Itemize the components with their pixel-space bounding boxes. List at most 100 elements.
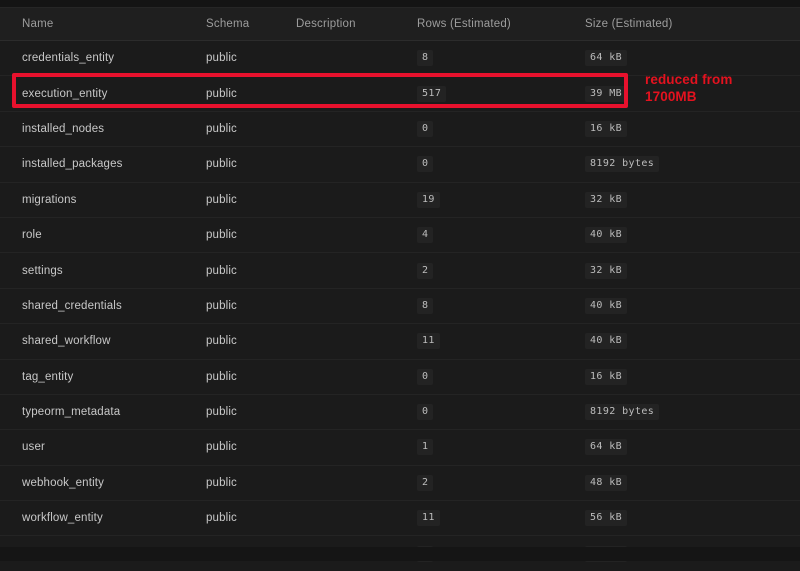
tables-panel: Name Schema Description Rows (Estimated)… bbox=[0, 7, 800, 571]
column-header-size[interactable]: Size (Estimated) bbox=[585, 18, 673, 30]
annotation-text: reduced from 1700MB bbox=[645, 72, 733, 104]
cell-size-badge: 16 kB bbox=[585, 120, 628, 137]
cell-schema: public bbox=[206, 512, 237, 525]
cell-rows-badge: 4 bbox=[417, 227, 434, 244]
cell-schema: public bbox=[206, 299, 237, 312]
cell-rows: 0 bbox=[417, 360, 434, 394]
cell-table-name: tag_entity bbox=[22, 370, 74, 383]
cell-rows-badge: 0 bbox=[417, 156, 434, 173]
cell-size-badge: 39 MB bbox=[585, 85, 628, 102]
bottom-strip bbox=[0, 547, 800, 561]
cell-rows: 2 bbox=[417, 466, 434, 500]
cell-rows-badge: 1 bbox=[417, 439, 434, 456]
column-header-name[interactable]: Name bbox=[22, 18, 54, 30]
cell-rows: 2 bbox=[417, 253, 434, 287]
cell-size: 8192 bytes bbox=[585, 147, 660, 181]
cell-table-name: role bbox=[22, 229, 42, 242]
column-header-schema[interactable]: Schema bbox=[206, 18, 250, 30]
cell-schema: public bbox=[206, 441, 237, 454]
cell-size: 16 kB bbox=[585, 360, 628, 394]
cell-rows: 19 bbox=[417, 183, 440, 217]
cell-size-badge: 40 kB bbox=[585, 333, 628, 350]
column-header-description[interactable]: Description bbox=[296, 18, 356, 30]
cell-table-name: user bbox=[22, 441, 45, 454]
cell-size: 8192 bytes bbox=[585, 395, 660, 429]
table-row[interactable]: migrations public 19 32 kB bbox=[0, 182, 800, 218]
cell-size: 40 kB bbox=[585, 324, 628, 358]
table-row[interactable]: shared_workflow public 11 40 kB bbox=[0, 324, 800, 360]
cell-rows: 0 bbox=[417, 147, 434, 181]
cell-rows: 11 bbox=[417, 324, 440, 358]
cell-rows-badge: 8 bbox=[417, 297, 434, 314]
top-strip bbox=[0, 0, 800, 7]
cell-schema: public bbox=[206, 122, 237, 135]
cell-table-name: webhook_entity bbox=[22, 476, 105, 489]
cell-table-name: typeorm_metadata bbox=[22, 406, 121, 419]
cell-table-name: shared_credentials bbox=[22, 299, 122, 312]
table-row[interactable]: settings public 2 32 kB bbox=[0, 253, 800, 289]
cell-rows-badge: 11 bbox=[417, 510, 440, 527]
cell-table-name: settings bbox=[22, 264, 63, 277]
table-row[interactable]: workflow_entity public 11 56 kB bbox=[0, 501, 800, 537]
cell-size: 64 kB bbox=[585, 41, 628, 75]
cell-schema: public bbox=[206, 476, 237, 489]
cell-schema: public bbox=[206, 52, 237, 65]
cell-schema: public bbox=[206, 406, 237, 419]
table-row[interactable]: tag_entity public 0 16 kB bbox=[0, 359, 800, 395]
table-row[interactable]: installed_packages public 0 8192 bytes bbox=[0, 147, 800, 183]
cell-table-name: shared_workflow bbox=[22, 335, 111, 348]
cell-rows-badge: 19 bbox=[417, 191, 440, 208]
cell-rows-badge: 0 bbox=[417, 120, 434, 137]
cell-size-badge: 32 kB bbox=[585, 191, 628, 208]
cell-table-name: execution_entity bbox=[22, 87, 108, 100]
cell-rows: 4 bbox=[417, 218, 434, 252]
cell-rows: 0 bbox=[417, 395, 434, 429]
cell-table-name: credentials_entity bbox=[22, 52, 115, 65]
table-row[interactable]: credentials_entity public 8 64 kB bbox=[0, 41, 800, 77]
cell-size-badge: 32 kB bbox=[585, 262, 628, 279]
cell-schema: public bbox=[206, 158, 237, 171]
cell-size: 56 kB bbox=[585, 501, 628, 535]
cell-size: 48 kB bbox=[585, 466, 628, 500]
table-body: credentials_entity public 8 64 kB execution_… bbox=[0, 41, 800, 571]
cell-schema: public bbox=[206, 229, 237, 242]
cell-rows: 517 bbox=[417, 76, 447, 110]
table-row[interactable]: installed_nodes public 0 16 kB bbox=[0, 111, 800, 148]
table-row[interactable]: webhook_entity public 2 48 kB bbox=[0, 465, 800, 502]
table-header-row: Name Schema Description Rows (Estimated)… bbox=[0, 8, 800, 41]
cell-schema: public bbox=[206, 370, 237, 383]
cell-rows: 0 bbox=[417, 112, 434, 146]
cell-rows-badge: 0 bbox=[417, 368, 434, 385]
cell-table-name: installed_packages bbox=[22, 158, 123, 171]
table-row[interactable]: role public 4 40 kB bbox=[0, 217, 800, 254]
cell-size: 32 kB bbox=[585, 183, 628, 217]
cell-rows-badge: 8 bbox=[417, 50, 434, 67]
cell-rows-badge: 517 bbox=[417, 85, 447, 102]
cell-rows-badge: 0 bbox=[417, 404, 434, 421]
table-row[interactable]: typeorm_metadata public 0 8192 bytes bbox=[0, 394, 800, 431]
cell-size-badge: 56 kB bbox=[585, 510, 628, 527]
cell-size-badge: 8192 bytes bbox=[585, 404, 660, 421]
cell-size-badge: 64 kB bbox=[585, 439, 628, 456]
table-row[interactable]: shared_credentials public 8 40 kB bbox=[0, 288, 800, 325]
cell-size: 40 kB bbox=[585, 218, 628, 252]
cell-schema: public bbox=[206, 193, 237, 206]
cell-schema: public bbox=[206, 264, 237, 277]
cell-schema: public bbox=[206, 335, 237, 348]
cell-size: 16 kB bbox=[585, 112, 628, 146]
cell-table-name: migrations bbox=[22, 193, 77, 206]
column-header-rows[interactable]: Rows (Estimated) bbox=[417, 18, 511, 30]
cell-size-badge: 16 kB bbox=[585, 368, 628, 385]
table-row[interactable]: user public 1 64 kB bbox=[0, 430, 800, 466]
cell-size-badge: 8192 bytes bbox=[585, 156, 660, 173]
cell-size-badge: 40 kB bbox=[585, 297, 628, 314]
cell-rows-badge: 2 bbox=[417, 474, 434, 491]
cell-table-name: installed_nodes bbox=[22, 122, 105, 135]
cell-rows-badge: 11 bbox=[417, 333, 440, 350]
cell-size: 40 kB bbox=[585, 289, 628, 323]
cell-size-badge: 40 kB bbox=[585, 227, 628, 244]
cell-rows: 1 bbox=[417, 430, 434, 464]
cell-size-badge: 48 kB bbox=[585, 474, 628, 491]
cell-schema: public bbox=[206, 87, 237, 100]
